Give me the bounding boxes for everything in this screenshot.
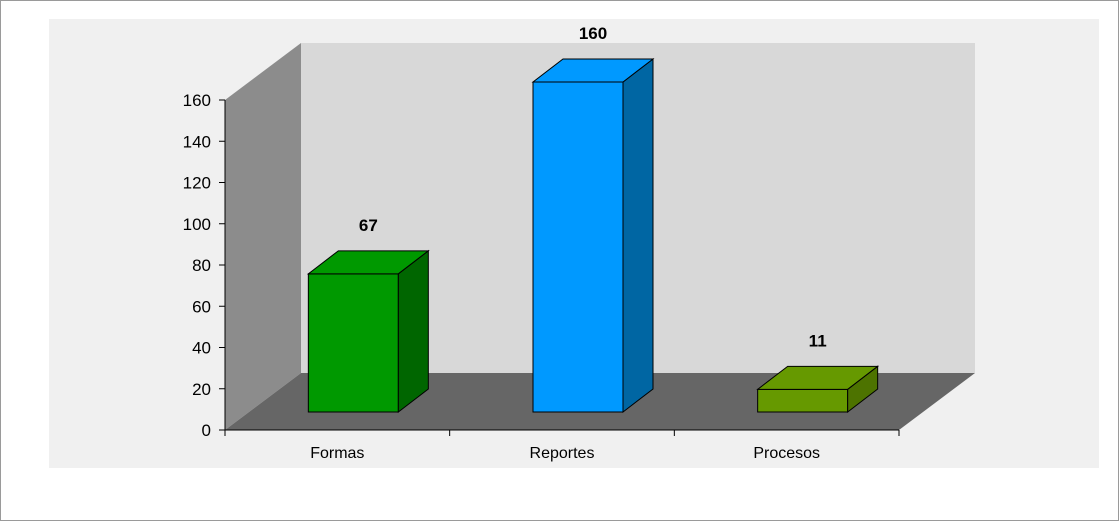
bar-front-formas bbox=[307, 273, 399, 413]
bars bbox=[306, 57, 880, 414]
y-tick-label: 160 bbox=[183, 91, 211, 110]
data-label: 67 bbox=[359, 216, 378, 235]
category-label: Procesos bbox=[753, 445, 820, 462]
y-tick-label: 100 bbox=[183, 215, 211, 234]
y-tick-label: 60 bbox=[192, 297, 211, 316]
axes: 0 20 40 60 80 100 120 140 160 bbox=[183, 91, 900, 440]
y-tick-label: 0 bbox=[202, 421, 211, 440]
y-tick-label: 80 bbox=[192, 256, 211, 275]
bar-front-procesos bbox=[757, 388, 849, 413]
bar-side-reportes bbox=[622, 57, 654, 414]
y-tick-label: 20 bbox=[192, 380, 211, 399]
category-label: Formas bbox=[310, 445, 364, 462]
bar-top-formas bbox=[306, 250, 430, 275]
labels: 67 Formas 160 Reportes 11 Procesos bbox=[310, 24, 826, 462]
y-tick-label: 40 bbox=[192, 339, 211, 358]
data-label: 11 bbox=[809, 331, 827, 350]
bar-side-formas bbox=[397, 249, 429, 414]
y-tick-label: 140 bbox=[183, 132, 211, 151]
y-tick-label: 120 bbox=[183, 174, 211, 193]
bar-top-procesos bbox=[756, 365, 880, 390]
bar-front-reportes bbox=[532, 81, 624, 413]
data-label: 160 bbox=[579, 24, 607, 43]
category-label: Reportes bbox=[530, 445, 595, 462]
bar-top-reportes bbox=[531, 58, 655, 83]
side-wall bbox=[225, 43, 301, 430]
